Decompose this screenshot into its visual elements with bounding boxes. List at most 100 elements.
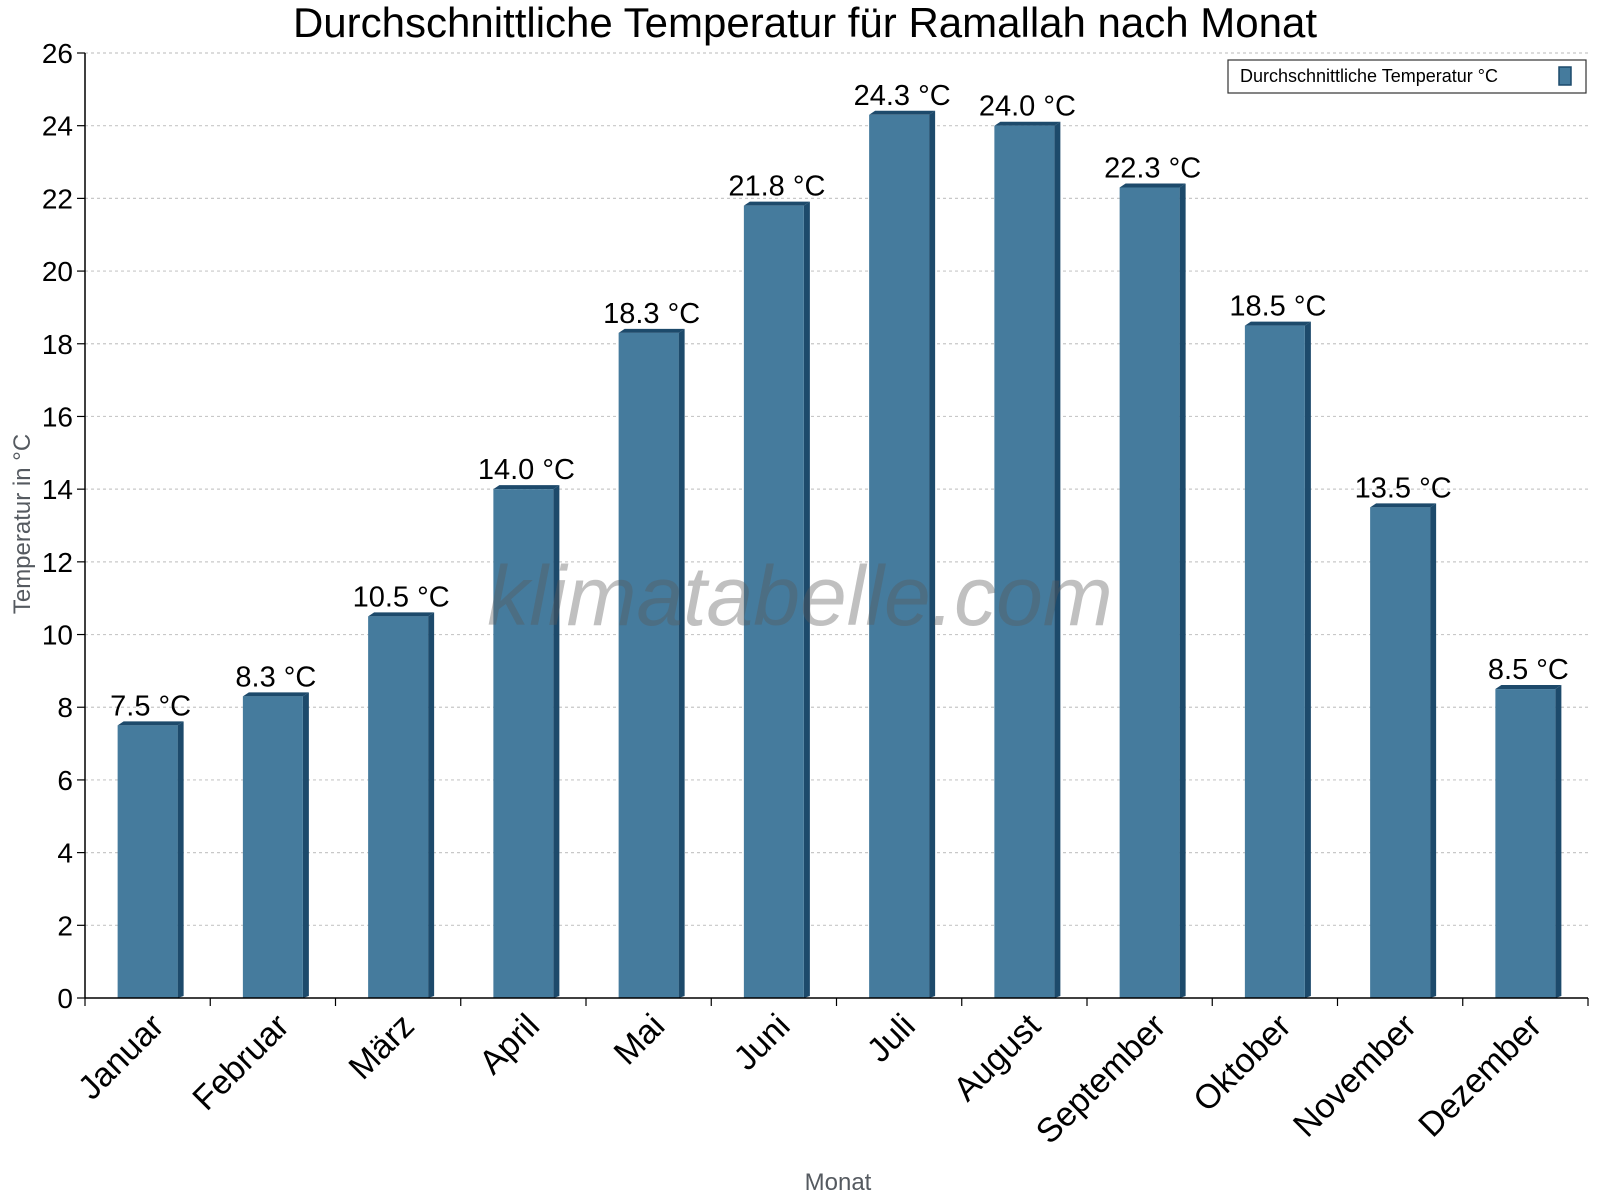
axes xyxy=(77,52,1589,1006)
bar-top xyxy=(493,485,560,490)
chart-title: Durchschnittliche Temperatur für Ramalla… xyxy=(293,0,1317,46)
bar-top xyxy=(1119,183,1186,188)
bar-side xyxy=(553,485,560,999)
bar-front xyxy=(117,725,178,998)
y-tick-label: 10 xyxy=(42,620,73,651)
legend: Durchschnittliche Temperatur °C xyxy=(1227,59,1587,94)
y-tick-label: 26 xyxy=(42,38,73,69)
bar-januar xyxy=(117,721,184,998)
x-axis-title: Monat xyxy=(805,1169,872,1196)
legend-swatch xyxy=(1558,66,1572,86)
y-tick-label: 20 xyxy=(42,256,73,287)
bar-side xyxy=(302,692,309,998)
y-tick-label: 4 xyxy=(57,838,73,869)
x-tick-label: Juli xyxy=(860,1007,923,1070)
x-tick-label: Dezember xyxy=(1411,1007,1549,1145)
data-label: 10.5 °C xyxy=(353,581,450,613)
bar-side xyxy=(428,612,435,998)
data-labels: 7.5 °C 8.3 °C 10.5 °C 14.0 °C 18.3 °C 21.8 °C… xyxy=(110,80,1569,723)
data-label: 24.3 °C xyxy=(854,80,951,112)
data-label: 7.5 °C xyxy=(110,690,191,722)
y-tick-label: 0 xyxy=(57,983,73,1014)
bars xyxy=(117,110,1562,999)
bar-side xyxy=(1179,183,1186,998)
data-label: 21.8 °C xyxy=(728,171,825,203)
y-tick-label: 22 xyxy=(42,183,73,214)
bar-side xyxy=(803,201,810,999)
data-label: 8.3 °C xyxy=(235,661,316,693)
y-tick-label: 2 xyxy=(57,910,73,941)
y-tick-label: 14 xyxy=(42,474,73,505)
bar-front xyxy=(1495,689,1556,998)
data-label: 18.3 °C xyxy=(603,298,700,330)
bar-front xyxy=(743,205,804,999)
bar-mai xyxy=(618,328,685,999)
data-label: 18.5 °C xyxy=(1229,291,1326,323)
bar-dezember xyxy=(1495,685,1562,998)
bar-front xyxy=(1119,187,1180,998)
bar-side xyxy=(929,110,936,999)
y-tick-label: 12 xyxy=(42,547,73,578)
x-tick-label: April xyxy=(472,1007,547,1082)
bar-side xyxy=(1555,685,1562,998)
data-label: 24.0 °C xyxy=(979,91,1076,123)
bar-front xyxy=(618,332,679,999)
bar-front xyxy=(242,696,303,998)
bar-juli xyxy=(869,110,936,999)
y-tick-label: 18 xyxy=(42,329,73,360)
watermark: klimatabelle.com xyxy=(487,549,1113,643)
bar-top xyxy=(1244,321,1311,326)
y-tick-label: 16 xyxy=(42,401,73,432)
y-tick-label: 24 xyxy=(42,111,73,142)
bar-top xyxy=(242,692,309,697)
data-label: 8.5 °C xyxy=(1488,654,1569,686)
data-label: 13.5 °C xyxy=(1355,472,1452,504)
bar-top xyxy=(1495,685,1562,690)
bar-top xyxy=(743,201,810,206)
x-tick-label: August xyxy=(946,1006,1048,1108)
x-tick-label: Mai xyxy=(607,1007,673,1073)
bar-side xyxy=(1054,121,1061,998)
bar-top xyxy=(1370,503,1437,508)
bar-februar xyxy=(242,692,309,998)
bar-september xyxy=(1119,183,1186,998)
bar-top xyxy=(994,121,1061,126)
bar-front xyxy=(994,125,1055,998)
y-axis-title: Temperatur in °C xyxy=(9,434,36,614)
y-tick-label: 8 xyxy=(57,692,73,723)
bar-side xyxy=(678,328,685,999)
data-label: 22.3 °C xyxy=(1104,152,1201,184)
bar-top xyxy=(869,110,936,115)
bar-front xyxy=(1370,507,1431,998)
bar-märz xyxy=(368,612,435,998)
bar-april xyxy=(493,485,560,999)
bar-side xyxy=(1304,321,1311,998)
x-tick-label: Juni xyxy=(727,1007,798,1078)
x-tick-label: März xyxy=(341,1007,421,1087)
bar-juni xyxy=(743,201,810,999)
bar-side xyxy=(177,721,184,998)
bar-front xyxy=(869,114,930,999)
data-label: 14.0 °C xyxy=(478,454,575,486)
x-tick-label: November xyxy=(1286,1007,1424,1145)
bar-front xyxy=(493,489,554,998)
x-tick-label: Oktober xyxy=(1186,1007,1298,1119)
bar-side xyxy=(1430,503,1437,998)
x-tick-labels: Januar Februar März April Mai Juni Juli AugustS… xyxy=(71,1006,1549,1151)
y-tick-label: 6 xyxy=(57,765,73,796)
x-tick-label: Februar xyxy=(185,1007,296,1118)
x-tick-label: Januar xyxy=(71,1007,171,1107)
bar-top xyxy=(618,328,685,333)
bar-november xyxy=(1370,503,1437,998)
bar-top xyxy=(117,721,184,726)
x-tick-label: September xyxy=(1029,1007,1173,1151)
legend-box xyxy=(1227,59,1587,94)
bar-august xyxy=(994,121,1061,998)
bar-front xyxy=(1244,325,1305,998)
bar-front xyxy=(368,616,429,998)
bar-top xyxy=(368,612,435,617)
bar-oktober xyxy=(1244,321,1311,998)
legend-label: Durchschnittliche Temperatur °C xyxy=(1240,66,1498,86)
